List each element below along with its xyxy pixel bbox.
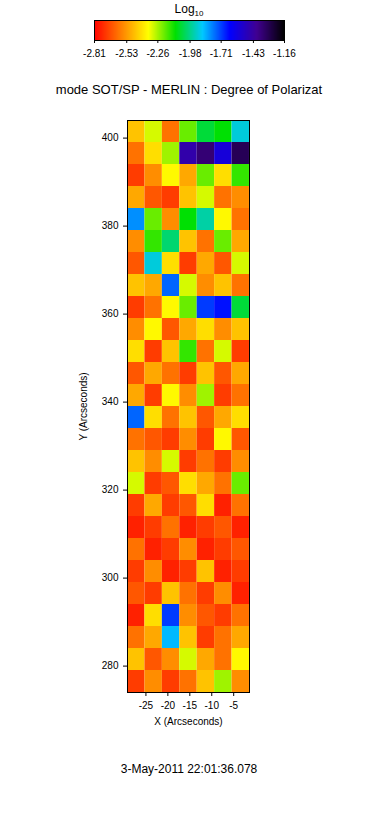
svg-text:-15: -15	[183, 700, 198, 711]
svg-text:-2.53: -2.53	[115, 48, 138, 59]
svg-text:-1.43: -1.43	[242, 48, 265, 59]
svg-text:-10: -10	[205, 700, 220, 711]
html-text:Log10: Log10	[174, 2, 204, 19]
svg-text:280: 280	[102, 660, 119, 671]
svg-text:300: 300	[102, 572, 119, 583]
svg-text:-5: -5	[229, 700, 238, 711]
svg-text:380: 380	[102, 220, 119, 231]
svg-text:-1.71: -1.71	[210, 48, 233, 59]
svg-text:340: 340	[102, 396, 119, 407]
html-text:3-May-2011 22:01:36.078: 3-May-2011 22:01:36.078	[120, 762, 258, 776]
svg-text:400: 400	[102, 132, 119, 143]
svg-text:Y (Arcseconds): Y (Arcseconds)	[78, 372, 89, 440]
svg-text:-1.16: -1.16	[273, 48, 296, 59]
svg-text:360: 360	[102, 308, 119, 319]
svg-text:-2.81: -2.81	[83, 48, 106, 59]
svg-text:-25: -25	[139, 700, 154, 711]
svg-text:320: 320	[102, 484, 119, 495]
svg-text:-1.98: -1.98	[179, 48, 202, 59]
svg-text:-2.26: -2.26	[146, 48, 169, 59]
svg-text:-20: -20	[161, 700, 176, 711]
html-text:mode SOT/SP - MERLIN : Degree: mode SOT/SP - MERLIN : Degree of Polariz…	[55, 82, 323, 97]
svg-text:X (Arcseconds): X (Arcseconds)	[154, 716, 222, 727]
